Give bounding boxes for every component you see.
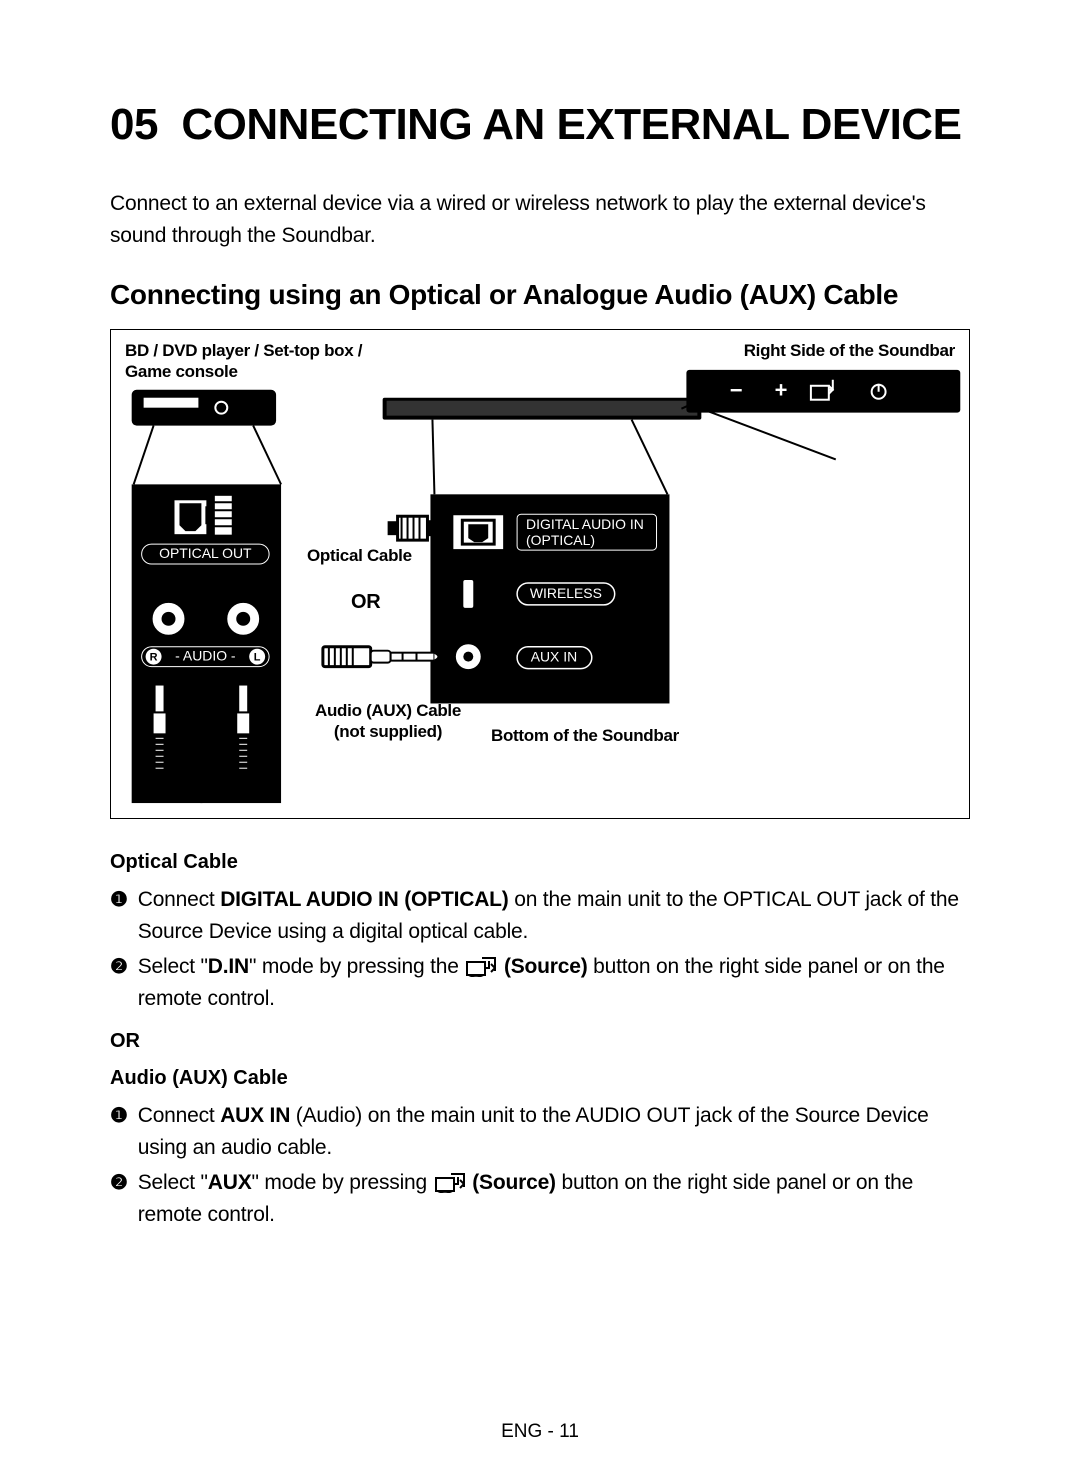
source-device-icon — [132, 390, 276, 426]
diagram-label-bottom-soundbar: Bottom of the Soundbar — [491, 725, 679, 746]
source-output-panel: OPTICAL OUT R - AUDIO - L — [132, 484, 281, 803]
soundbar-input-panel: DIGITAL AUDIO IN (OPTICAL) WIRELESS AUX … — [430, 494, 669, 703]
diagram-label-right-side: Right Side of the Soundbar — [744, 340, 955, 361]
volume-minus-icon: − — [730, 378, 743, 403]
diagram-label-or: OR — [351, 590, 380, 615]
port-label-digital-in-1: DIGITAL AUDIO IN — [526, 516, 644, 532]
or-divider: OR — [110, 1030, 970, 1053]
chapter-title: 05 CONNECTING AN EXTERNAL DEVICE — [110, 100, 970, 150]
page-footer: ENG - 11 — [0, 1421, 1080, 1443]
chapter-name: CONNECTING AN EXTERNAL DEVICE — [181, 100, 961, 149]
diagram-label-source-device: BD / DVD player / Set-top box / Game con… — [125, 340, 362, 383]
source-icon — [435, 1173, 465, 1193]
volume-plus-icon: + — [775, 378, 788, 403]
svg-text:R: R — [150, 652, 158, 664]
step-number-icon: ❶ — [110, 884, 128, 916]
svg-text:L: L — [254, 652, 261, 664]
port-label-digital-in-2: (OPTICAL) — [526, 532, 595, 548]
step-number-icon: ❶ — [110, 1100, 128, 1132]
right-side-panel: − + — [686, 370, 960, 413]
port-label-audio: - AUDIO - — [175, 648, 236, 664]
optical-heading: Optical Cable — [110, 851, 970, 874]
aux-heading: Audio (AUX) Cable — [110, 1067, 970, 1090]
port-label-aux-in: AUX IN — [531, 649, 577, 665]
port-label-optical-out: OPTICAL OUT — [159, 545, 252, 561]
aux-step-1: Connect AUX IN (Audio) on the main unit … — [138, 1100, 970, 1163]
aux-plug — [323, 647, 439, 667]
chapter-number: 05 — [110, 100, 158, 149]
intro-text: Connect to an external device via a wire… — [110, 188, 970, 251]
step-number-icon: ❷ — [110, 1167, 128, 1199]
aux-steps: ❶ Connect AUX IN (Audio) on the main uni… — [110, 1100, 970, 1230]
optical-steps: ❶ Connect DIGITAL AUDIO IN (OPTICAL) on … — [110, 884, 970, 1014]
diagram-label-aux-cable: Audio (AUX) Cable (not supplied) — [315, 700, 461, 743]
port-label-wireless: WIRELESS — [530, 585, 602, 601]
optical-step-2: Select "D.IN" mode by pressing the (Sour… — [138, 951, 970, 1014]
aux-step-2: Select "AUX" mode by pressing (Source) b… — [138, 1167, 970, 1230]
optical-step-1: Connect DIGITAL AUDIO IN (OPTICAL) on th… — [138, 884, 970, 947]
source-icon — [466, 957, 496, 977]
connection-diagram: BD / DVD player / Set-top box / Game con… — [110, 329, 970, 819]
diagram-label-optical-cable: Optical Cable — [307, 545, 412, 566]
step-number-icon: ❷ — [110, 951, 128, 983]
section-heading: Connecting using an Optical or Analogue … — [110, 279, 970, 311]
